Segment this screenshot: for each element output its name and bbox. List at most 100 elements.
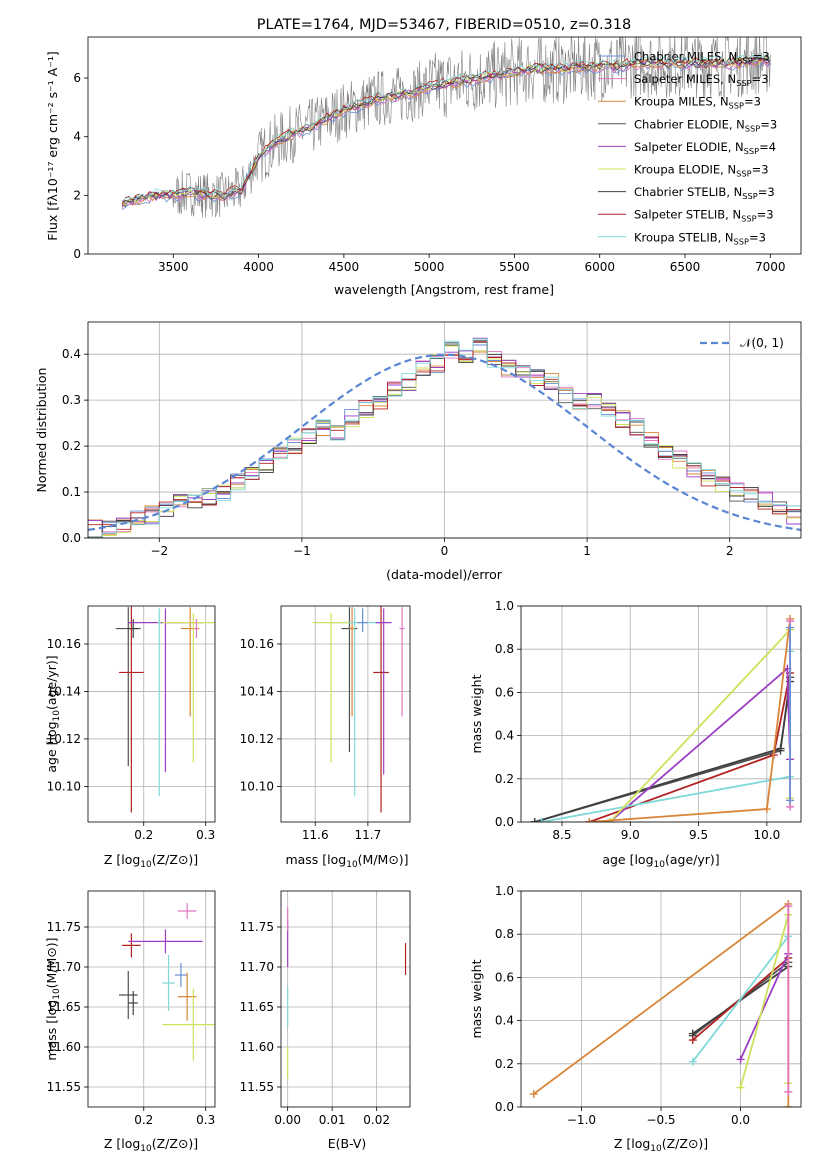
y-tick-label: 11.60 — [240, 1040, 274, 1054]
label-part: =3 — [752, 72, 769, 86]
legend-entry: Salpeter MILES, NSSP=3 — [634, 72, 769, 88]
y-tick-label: 0.1 — [62, 485, 81, 499]
mass-weight-vs-metallicity-panel: −1.0 −0.5 0.0 0.0 0.2 0.4 0.6 0.8 1.0 Z [log10(Z/… — [469, 884, 802, 1154]
y-tick-label: 10.12 — [47, 732, 81, 746]
label-part: Chabrier MILES, N — [634, 50, 737, 64]
label-part: Kroupa STELIB, N — [634, 230, 734, 244]
x-tick-label: 5500 — [499, 260, 530, 274]
weight-marker — [736, 1083, 745, 1092]
y-tick-label: 10.14 — [47, 684, 81, 698]
weight-marker — [776, 744, 785, 753]
weight-marker — [762, 805, 771, 814]
plot-area — [529, 899, 793, 1107]
mass-weight-vs-age-panel: 8.5 9.0 9.5 10.0 0.0 0.2 0.4 0.6 0.8 1.0 age [log1… — [469, 599, 802, 870]
label-part: (age/yr)] — [665, 852, 720, 867]
x-tick-label: 0.3 — [196, 828, 215, 842]
weight-line — [609, 666, 791, 822]
weight-marker — [688, 1057, 697, 1066]
x-axis-label: wavelength [Angstrom, rest frame] — [334, 282, 554, 297]
weight-marker — [784, 902, 793, 911]
y-tick-label: 0.3 — [62, 393, 81, 407]
label-part: Z [log — [104, 1136, 140, 1151]
y-tick-label: 11.60 — [47, 1040, 81, 1054]
label-part: mass [log — [285, 852, 346, 867]
x-tick-label: 0.00 — [274, 1113, 301, 1127]
axes-frame — [520, 605, 802, 823]
label-part: Chabrier STELIB, N — [634, 185, 742, 199]
plot-area — [118, 903, 215, 1061]
label-subscript: 10 — [650, 1144, 662, 1154]
y-tick-label: 10.14 — [240, 684, 274, 698]
x-tick-label: 0.01 — [319, 1113, 346, 1127]
gaussian-curve — [88, 353, 801, 531]
y-axis-label: mass weight — [469, 674, 484, 753]
label-part: mass [log — [44, 1000, 59, 1061]
y-tick-label: 11.55 — [240, 1080, 274, 1094]
residual-histogram-panel: −2 −1 0 1 2 0.0 0.1 0.2 0.3 0.4 𝒩(0, 1) (data-model… — [34, 321, 802, 582]
y-tick-label: 11.75 — [240, 920, 274, 934]
x-axis-label: mass [log10(M/M⊙)] — [285, 852, 408, 870]
weight-marker — [688, 1036, 697, 1045]
chart-title: PLATE=1764, MJD=53467, FIBERID=0510, z=0… — [257, 17, 631, 33]
x-axis-label: Z [log10(Z/Z⊙)] — [614, 1136, 708, 1154]
plot-area — [312, 606, 405, 813]
weight-marker — [736, 1055, 745, 1064]
y-tick-label: 0.4 — [495, 729, 514, 743]
weight-marker — [530, 818, 539, 822]
label-part: =3 — [749, 230, 766, 244]
label-subscript: SSP — [741, 214, 756, 224]
label-part: (Z/Z⊙)] — [662, 1136, 708, 1151]
label-part: Z [log — [104, 852, 140, 867]
model-fit-line — [121, 60, 771, 208]
plot-area — [530, 614, 795, 822]
label-subscript: SSP — [745, 123, 760, 133]
y-tick-label: 0.4 — [62, 347, 81, 361]
mass-vs-extinction-panel: 0.00 0.01 0.02 11.55 11.60 11.65 11.70 11.75 E(B… — [240, 890, 411, 1151]
weight-marker — [786, 623, 795, 632]
x-tick-label: 6000 — [584, 260, 615, 274]
label-part: Salpeter STELIB, N — [634, 208, 741, 222]
legend-entry: Kroupa ELODIE, NSSP=3 — [634, 163, 769, 179]
x-tick-label: −0.5 — [646, 1113, 675, 1127]
plot-area — [115, 606, 215, 813]
label-subscript: SSP — [736, 78, 751, 88]
legend-entry: Kroupa STELIB, NSSP=3 — [634, 230, 766, 246]
weight-marker — [784, 1087, 793, 1096]
legend-entry: Chabrier STELIB, NSSP=3 — [634, 185, 775, 201]
y-tick-label: 6 — [73, 71, 81, 85]
plot-area — [121, 37, 771, 218]
axes-frame — [87, 890, 216, 1108]
y-tick-label: 10.10 — [47, 779, 81, 793]
x-axis-label: (data-model)/error — [386, 567, 503, 582]
x-tick-label: 8.5 — [552, 828, 571, 842]
y-axis-label: mass [log10(M/M⊙)] — [44, 937, 62, 1060]
y-tick-label: 1.0 — [495, 884, 514, 898]
y-tick-label: 10.16 — [47, 637, 81, 651]
legend-entry: Chabrier ELODIE, NSSP=3 — [634, 117, 777, 133]
observed-spectrum-line — [121, 37, 771, 218]
label-part: =4 — [759, 140, 776, 154]
x-tick-label: 0.02 — [363, 1113, 390, 1127]
x-tick-label: 9.5 — [689, 828, 708, 842]
x-tick-label: 4500 — [329, 260, 360, 274]
weight-marker — [537, 818, 546, 822]
label-subscript: SSP — [742, 191, 757, 201]
x-tick-label: 0.3 — [196, 1113, 215, 1127]
y-axis-label: Normed distribution — [34, 368, 49, 493]
y-tick-label: 0.0 — [495, 815, 514, 829]
weight-marker — [784, 1103, 793, 1107]
y-tick-label: 11.75 — [47, 920, 81, 934]
weight-line — [588, 672, 791, 822]
weight-line — [692, 935, 790, 1063]
label-part: age [log — [602, 852, 653, 867]
x-tick-label: 9.0 — [621, 828, 640, 842]
label-part: Salpeter MILES, N — [634, 72, 736, 86]
y-tick-label: 0.0 — [62, 531, 81, 545]
label-part: (Z/Z⊙)] — [152, 852, 198, 867]
x-axis-label: Z [log10(Z/Z⊙)] — [104, 1136, 198, 1154]
x-tick-label: −2 — [150, 544, 168, 558]
weight-marker — [529, 1090, 538, 1099]
label-part: (M/M⊙)] — [44, 937, 59, 988]
y-tick-label: 0.6 — [495, 970, 514, 984]
weight-marker — [605, 818, 614, 822]
